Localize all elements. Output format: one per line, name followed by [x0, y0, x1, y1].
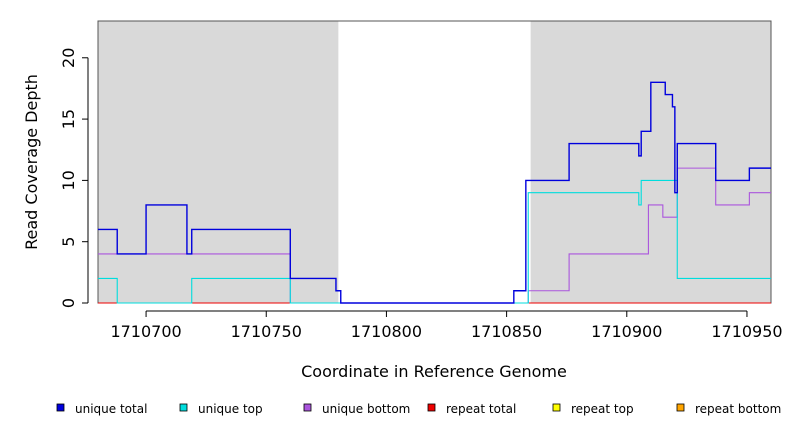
y-tick-label: 10	[59, 170, 78, 190]
y-tick-label: 0	[59, 298, 78, 308]
legend-swatch-repeat-total	[427, 403, 436, 412]
legend-swatch-repeat-bottom	[676, 403, 685, 412]
series-lines	[98, 81, 771, 304]
y-tick-label: 15	[59, 109, 78, 129]
x-tick-label: 1710850	[471, 322, 542, 341]
shaded-regions	[98, 21, 771, 303]
legend-label-unique-top: unique top	[198, 402, 263, 416]
y-tick-label: 20	[59, 48, 78, 68]
legend-swatch-unique-total	[56, 403, 65, 412]
y-tick-label: 5	[59, 237, 78, 247]
series-line-unique-total	[98, 81, 771, 304]
shaded-region-1	[98, 21, 339, 303]
legend-label-repeat-bottom: repeat bottom	[695, 402, 781, 416]
legend-label-unique-bottom: unique bottom	[322, 402, 410, 416]
legend-swatch-unique-top	[179, 403, 188, 412]
x-tick-label: 1710800	[351, 322, 422, 341]
series-line-unique-top	[98, 179, 771, 304]
x-tick-label: 1710950	[711, 322, 782, 341]
shaded-region-2	[530, 21, 771, 303]
axes: 1710700 1710750 1710800 1710850 1710900 17109…	[59, 48, 783, 341]
legend-label-unique-total: unique total	[75, 402, 147, 416]
legend-swatch-repeat-top	[552, 403, 561, 412]
x-axis-label: Coordinate in Reference Genome	[301, 362, 567, 381]
legend-label-repeat-total: repeat total	[446, 402, 516, 416]
x-tick-label: 1710700	[110, 322, 181, 341]
legend-label-repeat-top: repeat top	[571, 402, 634, 416]
y-axis-label: Read Coverage Depth	[22, 74, 41, 250]
legend: unique total unique top unique bottom repea…	[56, 402, 781, 416]
legend-swatch-unique-bottom	[303, 403, 312, 412]
x-tick-label: 1710750	[231, 322, 302, 341]
x-tick-label: 1710900	[591, 322, 662, 341]
